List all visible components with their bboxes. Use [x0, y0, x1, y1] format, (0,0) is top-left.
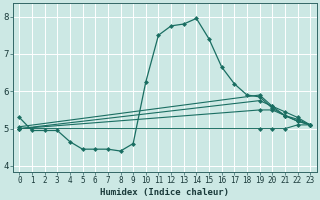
X-axis label: Humidex (Indice chaleur): Humidex (Indice chaleur) [100, 188, 229, 197]
